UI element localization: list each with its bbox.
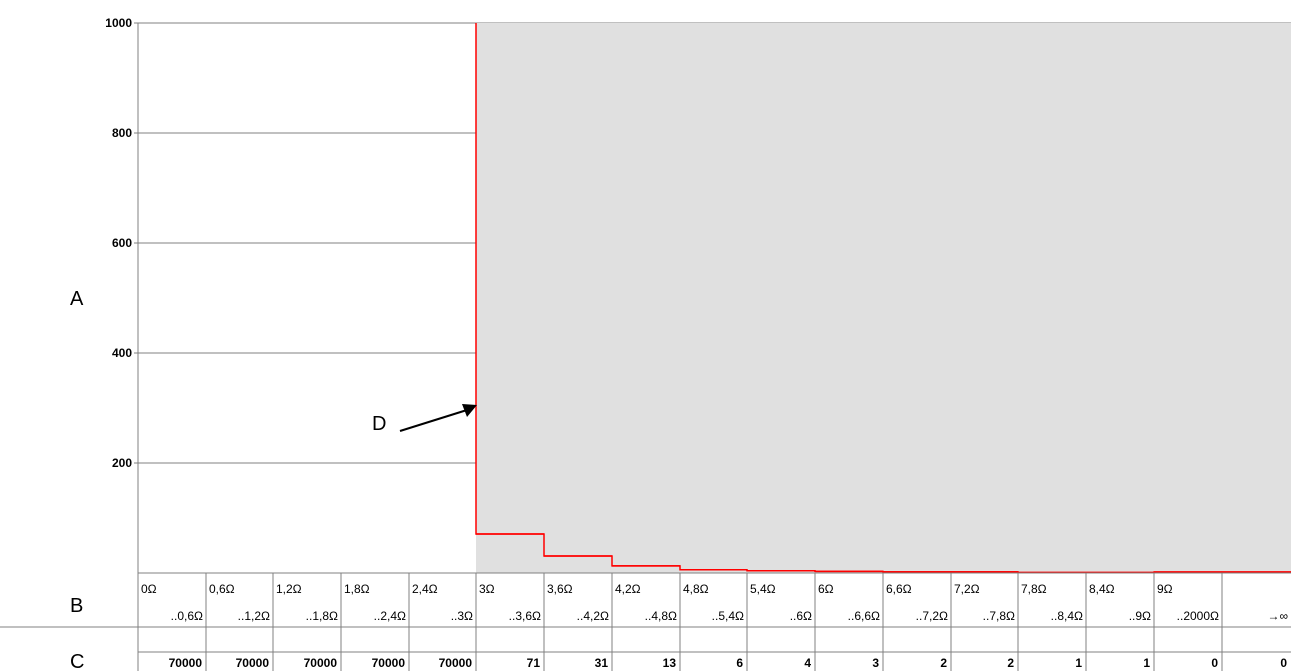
bin-to-label: ..0,6Ω — [171, 609, 203, 623]
bin-to-label: ..4,2Ω — [577, 609, 609, 623]
bin-count-label: 4 — [804, 656, 811, 670]
bin-count-label: 71 — [527, 656, 541, 670]
bin-from-label: 7,8Ω — [1021, 582, 1047, 596]
bin-from-label: 6,6Ω — [886, 582, 912, 596]
bin-count-label: 0 — [1211, 656, 1218, 670]
y-tick-label-600: 600 — [112, 236, 132, 250]
y-tick-labels: 200 400 600 800 1000 — [105, 16, 138, 470]
annotation-label: D — [372, 413, 386, 435]
bin-count-label: 70000 — [372, 656, 406, 670]
bin-from-label: 3,6Ω — [547, 582, 573, 596]
bin-from-label: 7,2Ω — [954, 582, 980, 596]
bin-from-label: 4,8Ω — [683, 582, 709, 596]
bin-from-label: 0,6Ω — [209, 582, 235, 596]
annotation: D — [372, 404, 477, 435]
bin-row-label: B — [70, 595, 83, 617]
bin-from-label: 9Ω — [1157, 582, 1173, 596]
bin-to-label: ..2,4Ω — [374, 609, 406, 623]
bin-count-label: 1 — [1143, 656, 1150, 670]
y-tick-label-1000: 1000 — [105, 16, 132, 30]
bin-count-label: 2 — [1007, 656, 1014, 670]
bin-count-label: 3 — [872, 656, 879, 670]
shaded-area — [476, 23, 1291, 573]
bin-count-label: 13 — [663, 656, 677, 670]
bin-count-label: 0 — [1280, 656, 1287, 670]
bin-from-label: 2,4Ω — [412, 582, 438, 596]
bin-to-label: ..8,4Ω — [1051, 609, 1083, 623]
bin-from-label: 5,4Ω — [750, 582, 776, 596]
bin-count-label: 70000 — [439, 656, 473, 670]
bin-from-label: 1,8Ω — [344, 582, 370, 596]
y-tick-label-800: 800 — [112, 126, 132, 140]
annotation-arrow-shaft — [399, 409, 468, 432]
bin-from-label: 3Ω — [479, 582, 495, 596]
y-tick-label-200: 200 — [112, 456, 132, 470]
bin-table: 0Ω ..0,6Ω 70000 0,6Ω..1,2Ω 70000 1,2Ω ..1,8Ω 70… — [0, 573, 1291, 671]
bin-to-label: ..1,2Ω — [238, 609, 270, 623]
bin-to-label: ..4,8Ω — [645, 609, 677, 623]
bin-to-label: →∞ — [1267, 609, 1288, 623]
y-axis-label: A — [70, 288, 84, 310]
bin-count-label: 1 — [1075, 656, 1082, 670]
row-labels: A B C — [70, 288, 84, 671]
axes — [137, 23, 1291, 671]
bin-to-label: ..9Ω — [1129, 609, 1151, 623]
bin-to-label: ..3,6Ω — [509, 609, 541, 623]
bin-from-label: 4,2Ω — [615, 582, 641, 596]
bin-count-label: 70000 — [169, 656, 203, 670]
bin-from-label: 1,2Ω — [276, 582, 302, 596]
bin-to-label: ..6Ω — [790, 609, 812, 623]
bin-to-label: ..2000Ω — [1177, 609, 1219, 623]
bin-count-label: 70000 — [236, 656, 270, 670]
bin-to-label: ..1,8Ω — [306, 609, 338, 623]
bin-count-label: 70000 — [304, 656, 338, 670]
bin-from-label: 0Ω — [141, 582, 157, 596]
bin-from-label: 8,4Ω — [1089, 582, 1115, 596]
annotation-arrow-head — [462, 404, 477, 417]
series-line — [475, 23, 1291, 574]
shaded-region — [476, 23, 1291, 573]
bin-to-label: ..6,6Ω — [848, 609, 880, 623]
bin-from-label: 6Ω — [818, 582, 834, 596]
y-tick-label-400: 400 — [112, 346, 132, 360]
bin-to-label: ..3Ω — [451, 609, 473, 623]
count-row-label: C — [70, 651, 84, 671]
bin-count-label: 31 — [595, 656, 609, 670]
bin-count-label: 2 — [940, 656, 947, 670]
bin-to-label: ..7,2Ω — [916, 609, 948, 623]
bin-to-label: ..7,8Ω — [983, 609, 1015, 623]
bin-count-label: 6 — [736, 656, 743, 670]
bin-to-label: ..5,4Ω — [712, 609, 744, 623]
